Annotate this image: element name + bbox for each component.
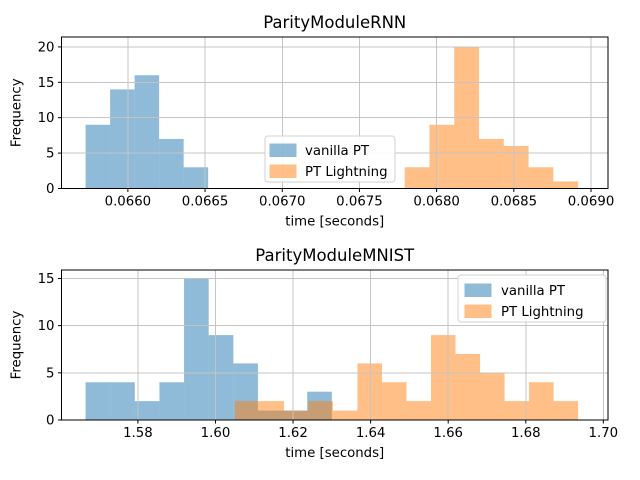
y-tick-label: 15: [38, 76, 55, 91]
histogram-bar: [480, 372, 505, 420]
y-tick-label: 0: [46, 414, 54, 429]
x-axis-label: time [seconds]: [285, 215, 384, 230]
histogram-bar: [110, 89, 135, 189]
x-tick-label: 0.0675: [336, 195, 383, 210]
legend-label: vanilla PT: [501, 284, 566, 299]
histogram-bar: [406, 401, 432, 420]
y-tick-label: 10: [38, 319, 55, 334]
histogram-bar: [504, 401, 530, 420]
legend-swatch-PT Lightning: [464, 304, 492, 318]
chart-title: ParityModuleMNIST: [255, 246, 415, 265]
histogram-bar: [110, 382, 135, 420]
histogram-bar: [134, 75, 160, 189]
histogram-bar: [283, 410, 309, 420]
x-tick-label: 1.66: [433, 426, 463, 441]
axes-spines: [61, 269, 609, 421]
series-vanilla PT: [85, 75, 209, 189]
legend: vanilla PT PT Lightning: [457, 274, 607, 323]
histogram-bar: [159, 138, 184, 189]
histogram-bar: [479, 138, 504, 189]
subplot-ParityModuleMNIST: 1.58 1.60 1.62 1.64 1.66 1.68 1.70 0 5 10 15 Parity…: [10, 246, 619, 461]
y-tick-label: 15: [38, 272, 55, 287]
y-tick-label: 20: [38, 40, 55, 55]
series-PT Lightning: [234, 335, 579, 420]
x-axis-label: time [seconds]: [285, 446, 384, 461]
histogram-bar: [503, 146, 529, 189]
histogram-bar: [528, 167, 554, 189]
subplot-ParityModuleRNN: 0.0660 0.0665 0.0670 0.0675 0.0680 0.0685 0.06…: [10, 13, 615, 230]
ticks: 0.0660 0.0665 0.0670 0.0675 0.0680 0.0685 0.06…: [38, 40, 615, 209]
y-tick-label: 5: [46, 147, 54, 162]
histogram-bar: [381, 382, 407, 420]
histogram-bar: [429, 124, 455, 189]
x-tick-label: 1.64: [356, 426, 386, 441]
x-tick-label: 1.62: [278, 426, 308, 441]
ticks: 1.58 1.60 1.62 1.64 1.66 1.68 1.70 0 5 10 15: [38, 272, 619, 441]
legend-label: PT Lightning: [501, 305, 584, 320]
y-tick-label: 10: [38, 111, 55, 126]
legend: vanilla PT PT Lightning: [264, 135, 396, 183]
x-tick-label: 0.0670: [259, 195, 306, 210]
histogram-bar: [553, 181, 579, 189]
histogram-bar: [529, 382, 554, 420]
x-tick-label: 0.0665: [182, 195, 229, 210]
y-axis-label: Frequency: [10, 311, 25, 380]
y-tick-label: 0: [46, 182, 54, 197]
x-tick-label: 1.68: [511, 426, 541, 441]
histogram-bar: [208, 335, 234, 420]
x-tick-label: 0.0690: [568, 195, 615, 210]
histogram-bar: [134, 401, 160, 420]
x-tick-label: 0.0680: [413, 195, 460, 210]
histogram-bar: [404, 167, 430, 189]
legend-swatch-PT Lightning: [269, 164, 297, 178]
y-tick-label: 5: [46, 366, 54, 381]
histogram-bar: [259, 401, 284, 420]
histogram-bar: [357, 363, 382, 420]
histogram-bar: [85, 382, 111, 420]
histogram-bar: [234, 401, 260, 420]
histogram-bar: [553, 401, 579, 420]
histogram-bar: [455, 353, 481, 420]
axes-spines: [61, 36, 609, 189]
legend-label: vanilla PT: [305, 144, 370, 159]
x-tick-label: 0.0685: [491, 195, 538, 210]
legend-frame: [457, 274, 607, 323]
x-tick-label: 1.70: [589, 426, 619, 441]
histogram-bar: [184, 278, 209, 420]
histogram-bar: [159, 382, 185, 420]
legend-label: PT Lightning: [305, 165, 388, 180]
histogram-bar: [332, 410, 358, 420]
y-axis-label: Frequency: [10, 78, 25, 147]
legend-swatch-vanilla PT: [269, 143, 297, 157]
histogram-bar: [308, 401, 333, 420]
x-tick-label: 1.58: [123, 426, 153, 441]
histogram-bar: [183, 167, 209, 189]
histogram-bar: [431, 335, 456, 420]
legend-swatch-vanilla PT: [464, 283, 492, 297]
chart-title: ParityModuleRNN: [263, 13, 406, 32]
histogram-bar: [85, 124, 111, 189]
series-vanilla PT: [85, 278, 332, 420]
x-tick-label: 0.0660: [105, 195, 152, 210]
x-tick-label: 1.60: [201, 426, 231, 441]
legend-frame: [264, 135, 396, 183]
